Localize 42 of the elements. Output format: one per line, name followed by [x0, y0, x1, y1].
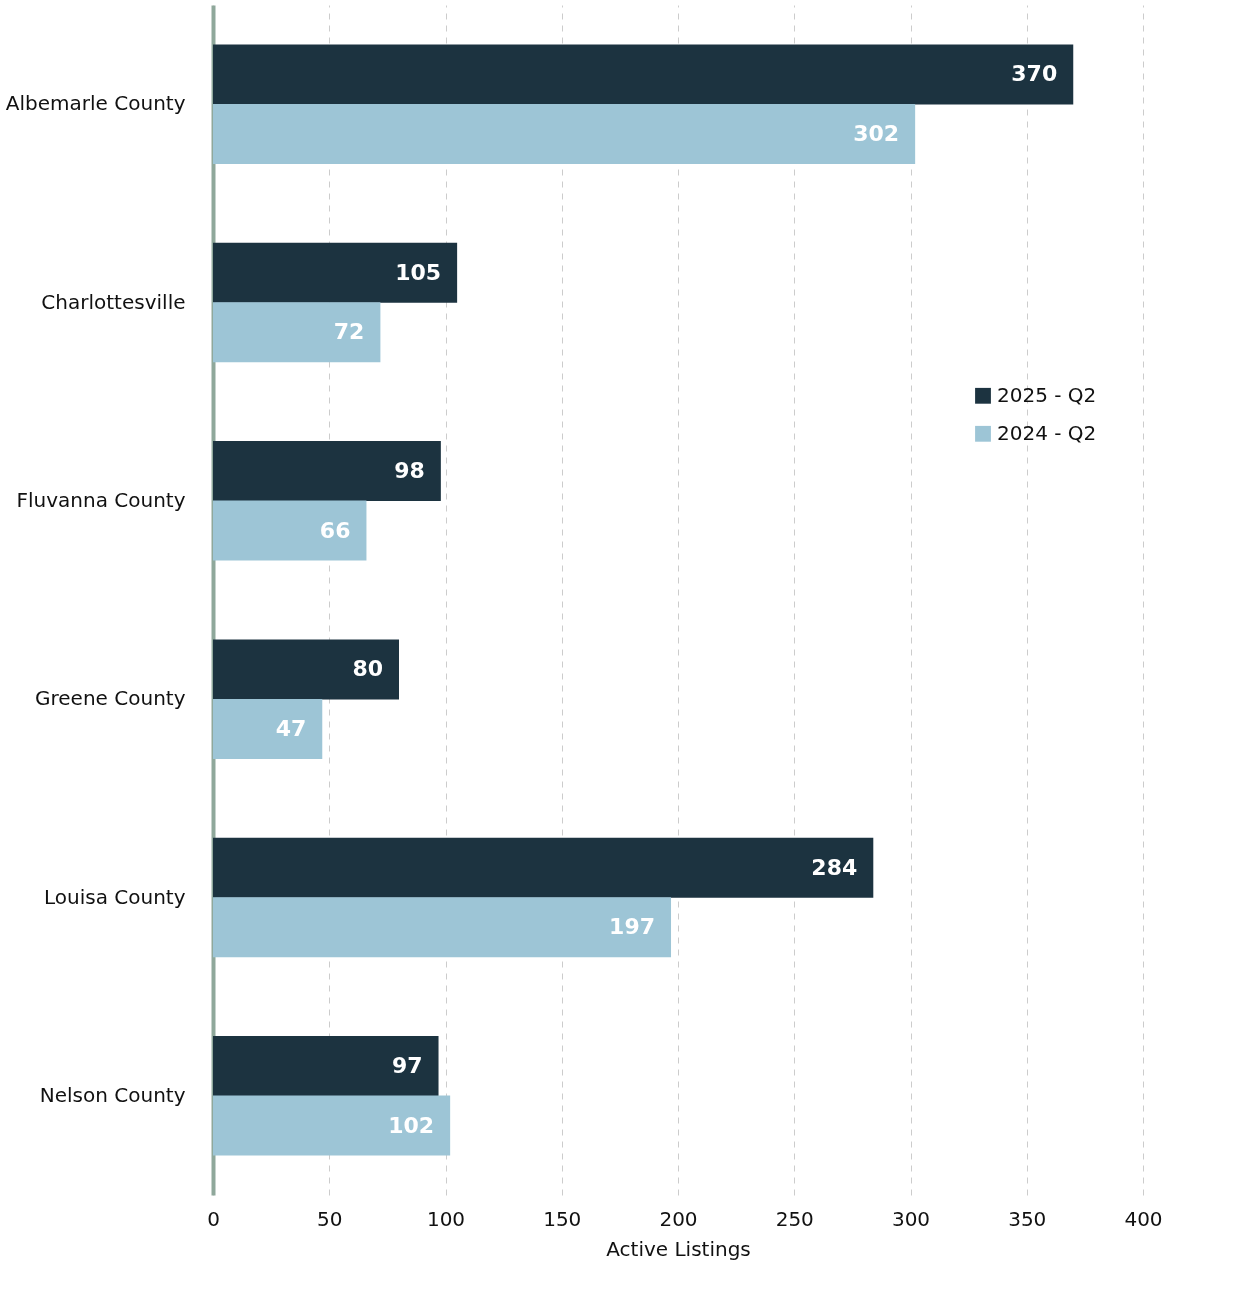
data-label: 284 [811, 854, 858, 880]
data-label: 72 [333, 319, 365, 345]
y-tick-label: Albemarle County [5, 91, 186, 116]
x-tick-label: 350 [1008, 1206, 1047, 1231]
y-tick-label: Fluvanna County [16, 487, 186, 512]
bar [213, 44, 1074, 105]
x-tick-label: 250 [775, 1206, 814, 1231]
data-label: 97 [391, 1053, 423, 1079]
y-tick-label: Nelson County [39, 1082, 186, 1107]
bar [213, 302, 381, 363]
x-tick-label: 400 [1124, 1206, 1163, 1231]
data-label: 66 [319, 517, 351, 543]
bar [213, 1095, 451, 1156]
data-label: 98 [394, 458, 425, 484]
x-tick-label: 300 [891, 1206, 931, 1231]
data-label: 370 [1011, 61, 1058, 87]
data-label: 47 [275, 715, 307, 741]
data-label: 197 [609, 914, 656, 940]
x-axis-title: Active Listings [606, 1236, 751, 1261]
x-tick-label: 200 [659, 1206, 698, 1231]
data-label: 302 [853, 120, 900, 146]
data-label: 80 [352, 656, 383, 682]
y-tick-label: Greene County [35, 686, 186, 711]
bar [213, 837, 874, 898]
y-tick-label: Charlottesville [41, 289, 186, 314]
x-tick-label: 50 [317, 1206, 343, 1231]
legend-label: 2024 - Q2 [997, 420, 1097, 445]
bar [213, 500, 367, 561]
bar [213, 897, 672, 958]
bar [213, 242, 458, 303]
bar [213, 698, 323, 759]
x-tick-label: 100 [426, 1206, 466, 1231]
data-label: 102 [388, 1112, 435, 1138]
data-label: 105 [395, 259, 442, 285]
legend-label: 2025 - Q2 [997, 382, 1097, 407]
bar [213, 441, 441, 502]
bar [213, 639, 399, 700]
bar [213, 103, 916, 164]
x-tick-label: 150 [543, 1206, 582, 1231]
bar [213, 1036, 439, 1097]
y-tick-label: Louisa County [43, 884, 186, 909]
x-tick-label: 0 [207, 1206, 220, 1231]
